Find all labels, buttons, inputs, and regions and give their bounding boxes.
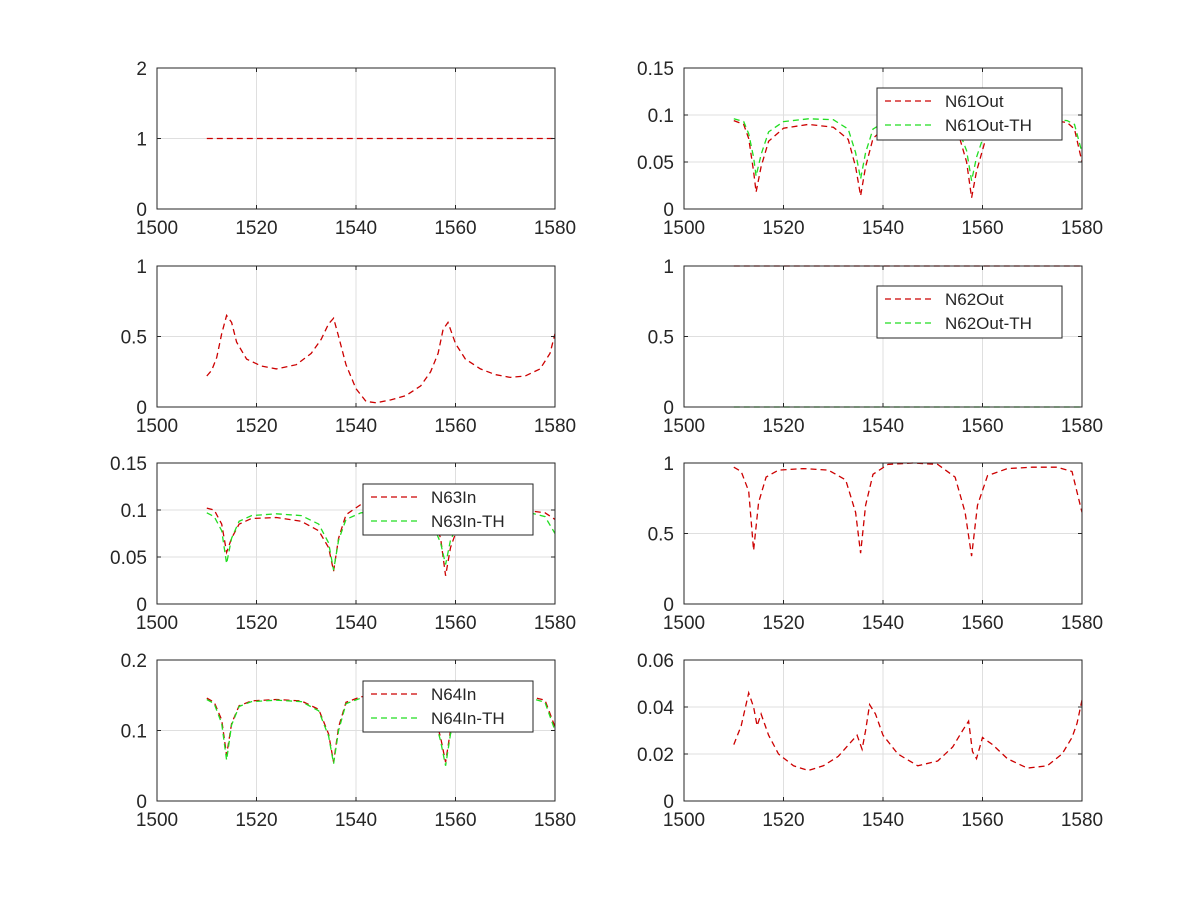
panel-6: 1500 1520 1540 1560 1580 0 0.5 1	[648, 454, 1104, 634]
legend-label: N63In-TH	[431, 512, 505, 531]
x-tick-label: 1540	[335, 218, 377, 239]
x-tick-label: 1560	[434, 416, 476, 437]
legend: N62Out N62Out-TH	[876, 285, 1063, 339]
y-tick-label: 0.15	[637, 59, 674, 80]
panel-8: 1500 1520 1540 1560 1580 0 0.02 0.04 0.06	[637, 651, 1103, 831]
x-tick-label: 1560	[434, 810, 476, 831]
panel-3: 1500 1520 1540 1560 1580 0 0.5 1	[121, 257, 577, 437]
legend: N61Out N61Out-TH	[876, 87, 1063, 141]
y-tick-label: 0.5	[648, 525, 674, 546]
x-tick-label: 1500	[136, 416, 178, 437]
x-tick-label: 1500	[136, 810, 178, 831]
legend-box	[362, 680, 534, 733]
legend-label: N64In-TH	[431, 709, 505, 728]
x-tick-label: 1520	[762, 218, 804, 239]
x-tick-label: 1520	[762, 416, 804, 437]
y-tick-label: 0.06	[637, 651, 674, 672]
panel-2: 1500 1520 1540 1560 158000.050.10.15N61OutN6…	[637, 59, 1103, 239]
y-tick-label: 0.1	[121, 722, 147, 743]
y-tick-label: 0.2	[121, 651, 147, 672]
panel-4: 1500 1520 1540 1560 1580 0 0.5 1 N62Out N62Out-TH	[648, 257, 1104, 437]
series-line-main	[733, 462, 1082, 557]
legend-box	[876, 87, 1063, 141]
x-tick-label: 1540	[335, 416, 377, 437]
x-tick-label: 1520	[762, 810, 804, 831]
legend: N64In N64In-TH	[362, 680, 534, 733]
legend-label: N62Out-TH	[945, 314, 1032, 333]
x-tick-label: 1540	[862, 416, 904, 437]
x-tick-label: 1580	[534, 810, 576, 831]
y-tick-label: 0	[663, 398, 674, 419]
x-tick-label: 1500	[663, 810, 705, 831]
legend-label: N61Out	[945, 92, 1004, 111]
x-tick-label: 1500	[663, 613, 705, 634]
x-tick-label: 1540	[862, 613, 904, 634]
panel-1: 1500 1520 1540 1560 1580 0 1 2	[136, 59, 576, 239]
y-tick-label: 0.1	[648, 106, 674, 127]
y-tick-label: 0	[136, 792, 147, 813]
x-tick-label: 1560	[961, 218, 1003, 239]
y-tick-label: 0.02	[637, 745, 674, 766]
y-tick-label: 0	[663, 200, 674, 221]
x-tick-label: 1520	[235, 810, 277, 831]
x-tick-label: 1540	[862, 218, 904, 239]
x-tick-label: 1500	[136, 218, 178, 239]
x-tick-label: 1560	[961, 613, 1003, 634]
x-tick-label: 1520	[762, 613, 804, 634]
y-tick-label: 1	[136, 257, 147, 278]
panel-7: 1500 1520 1540 1560 1580 0 0.1 0.2 N64In N64In-TH	[121, 651, 577, 831]
x-tick-label: 1500	[136, 613, 178, 634]
legend-label: N64In	[431, 685, 476, 704]
x-tick-label: 1540	[335, 810, 377, 831]
x-tick-label: 1500	[663, 218, 705, 239]
y-tick-label: 1	[663, 454, 674, 475]
series-line-n64in	[206, 694, 555, 763]
x-tick-label: 1520	[235, 218, 277, 239]
y-tick-label: 0.05	[637, 153, 674, 174]
x-tick-label: 1580	[534, 218, 576, 239]
legend-label: N62Out	[945, 290, 1004, 309]
x-tick-label: 1540	[335, 613, 377, 634]
x-tick-label: 1580	[534, 613, 576, 634]
series-line-n64in-th	[206, 696, 555, 766]
y-tick-label: 0	[136, 595, 147, 616]
series-line-main	[206, 313, 555, 404]
x-tick-label: 1560	[434, 218, 476, 239]
x-tick-label: 1580	[1061, 613, 1103, 634]
x-tick-label: 1560	[961, 810, 1003, 831]
legend-label: N61Out-TH	[945, 116, 1032, 135]
series-line-main	[733, 690, 1082, 772]
y-tick-label: 0	[136, 200, 147, 221]
y-tick-label: 0	[663, 595, 674, 616]
x-tick-label: 1520	[235, 416, 277, 437]
x-tick-label: 1500	[663, 416, 705, 437]
y-tick-label: 0.05	[110, 548, 147, 569]
x-tick-label: 1540	[862, 810, 904, 831]
y-tick-label: 2	[136, 59, 147, 80]
y-tick-label: 0.1	[121, 501, 147, 522]
legend-box	[876, 285, 1063, 339]
x-tick-label: 1580	[1061, 810, 1103, 831]
legend: N63In N63In-TH	[362, 483, 534, 536]
panel-5: 1500 1520 1540 1560 158000.050.10.15N63InN63…	[110, 454, 576, 634]
y-tick-label: 0.5	[121, 328, 147, 349]
y-tick-label: 1	[663, 257, 674, 278]
y-tick-label: 0.04	[637, 698, 674, 719]
y-tick-label: 0	[663, 792, 674, 813]
x-tick-label: 1560	[434, 613, 476, 634]
y-tick-label: 1	[136, 130, 147, 151]
legend-label: N63In	[431, 488, 476, 507]
series-line-n63in	[206, 501, 555, 576]
x-tick-label: 1520	[235, 613, 277, 634]
legend-box	[362, 483, 534, 536]
y-tick-label: 0.15	[110, 454, 147, 475]
x-tick-label: 1580	[534, 416, 576, 437]
y-tick-label: 0.5	[648, 328, 674, 349]
x-tick-label: 1580	[1061, 218, 1103, 239]
y-tick-label: 0	[136, 398, 147, 419]
x-tick-label: 1580	[1061, 416, 1103, 437]
x-tick-label: 1560	[961, 416, 1003, 437]
